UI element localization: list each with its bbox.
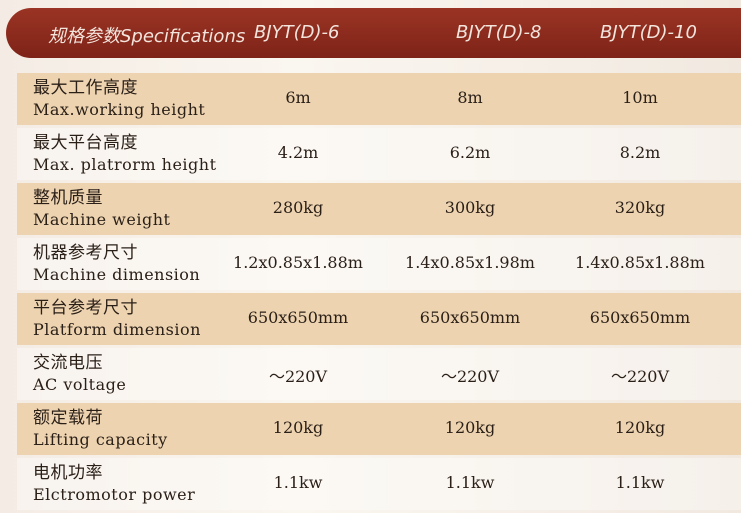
spec-label: 最大平台高度 Max. platrorm height [33,132,217,176]
spec-label-zh: 额定载荷 [33,408,103,428]
spec-value: 4.2m [277,143,319,162]
spec-label-en: Lifting capacity [33,430,168,449]
spec-label: 交流电压 AC voltage [33,352,126,396]
spec-value: 120kg [444,418,496,437]
spec-row: 额定载荷 Lifting capacity 120kg 120kg 120kg [17,403,741,455]
header-model-2: BJYT(D)-8 [456,22,542,43]
spec-label: 最大工作高度 Max.working height [33,77,205,121]
spec-value: 650x650mm [589,308,691,327]
spec-value: 1.4x0.85x1.88m [575,253,705,272]
spec-value: 10m [622,88,658,107]
spec-label-zh: 最大平台高度 [33,133,138,153]
spec-value: 650x650mm [419,308,521,327]
spec-label-en: Machine dimension [33,265,201,284]
header-model-3: BJYT(D)-10 [600,22,697,43]
spec-value: 300kg [444,198,496,217]
spec-label: 平台参考尺寸 Platform dimension [33,297,201,341]
spec-row: 最大工作高度 Max.working height 6m 8m 10m [17,73,741,125]
spec-label: 机器参考尺寸 Machine dimension [33,242,200,286]
spec-row: 整机质量 Machine weight 280kg 300kg 320kg [17,183,741,235]
spec-value: 8.2m [619,143,661,162]
spec-label-en: Machine weight [33,210,171,229]
spec-value: 1.1kw [445,473,495,492]
header-title: 规格参数Specifications [48,26,246,47]
spec-value: 120kg [272,418,324,437]
spec-value: 280kg [272,198,324,217]
spec-label-en: Max.working height [33,100,206,119]
spec-value: 1.1kw [273,473,323,492]
spec-value: 120kg [614,418,666,437]
spec-value: ～220V [268,367,328,386]
spec-row: 机器参考尺寸 Machine dimension 1.2x0.85x1.88m 1.4… [17,238,741,290]
spec-value: 1.1kw [615,473,665,492]
spec-row: 平台参考尺寸 Platform dimension 650x650mm 650x650… [17,293,741,345]
header-model-1: BJYT(D)-6 [254,22,340,43]
spec-value: 1.2x0.85x1.88m [233,253,363,272]
spec-label-en: Platform dimension [33,320,201,339]
spec-row: 电机功率 Elctromotor power 1.1kw 1.1kw 1.1kw [17,458,741,510]
spec-label-zh: 整机质量 [33,188,103,208]
spec-label-en: AC voltage [33,375,127,394]
spec-label: 整机质量 Machine weight [33,187,170,231]
spec-value: 650x650mm [247,308,349,327]
spec-label-zh: 机器参考尺寸 [33,243,138,263]
spec-value: 320kg [614,198,666,217]
spec-label-zh: 最大工作高度 [33,78,138,98]
spec-value: 6.2m [449,143,491,162]
spec-label-zh: 电机功率 [33,463,103,483]
spec-label-zh: 交流电压 [33,353,103,373]
spec-label-zh: 平台参考尺寸 [33,298,138,318]
spec-label: 电机功率 Elctromotor power [33,462,195,506]
spec-label: 额定载荷 Lifting capacity [33,407,168,451]
spec-value: 1.4x0.85x1.98m [405,253,535,272]
spec-label-en: Elctromotor power [33,485,196,504]
spec-table-header: 规格参数Specifications BJYT(D)-6 BJYT(D)-8 B… [6,8,741,58]
spec-value: ～220V [610,367,670,386]
spec-value: ～220V [440,367,500,386]
spec-row: 交流电压 AC voltage ～220V ～220V ～220V [17,348,741,400]
spec-label-en: Max. platrorm height [33,155,217,174]
spec-value: 6m [285,88,311,107]
spec-value: 8m [457,88,483,107]
spec-row: 最大平台高度 Max. platrorm height 4.2m 6.2m 8.2m [17,128,741,180]
